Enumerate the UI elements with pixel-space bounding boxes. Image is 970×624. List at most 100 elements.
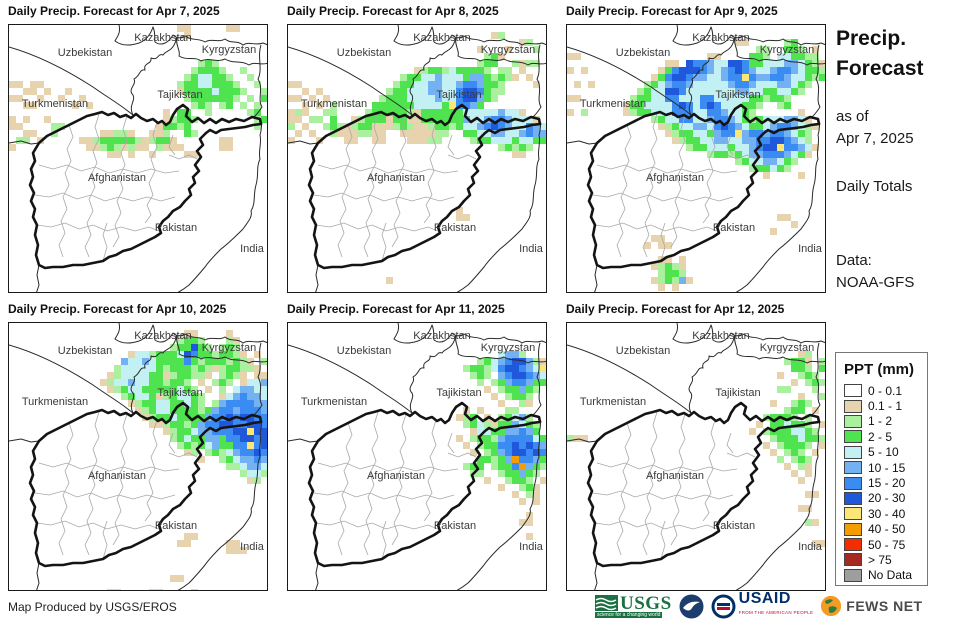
precip-cell: [533, 46, 540, 53]
precip-cell: [672, 123, 679, 130]
precip-cell: [519, 116, 526, 123]
precip-cell: [198, 379, 205, 386]
precip-cell: [812, 435, 819, 442]
precip-cell: [721, 151, 728, 158]
precip-cell: [519, 372, 526, 379]
precip-cell: [463, 81, 470, 88]
precip-cell: [777, 102, 784, 109]
precip-cell: [135, 365, 142, 372]
precip-cell: [512, 351, 519, 358]
afghanistan-border: [28, 401, 263, 568]
precip-cell: [372, 137, 379, 144]
precip-cell: [23, 102, 30, 109]
precip-cell: [226, 435, 233, 442]
precip-cell: [819, 421, 825, 428]
precip-cell: [226, 137, 233, 144]
precip-cell: [567, 67, 574, 74]
precip-cell: [505, 393, 512, 400]
precip-cell: [498, 428, 505, 435]
precip-cell: [226, 372, 233, 379]
precip-cell: [505, 74, 512, 81]
precip-cell: [700, 144, 707, 151]
precip-cell: [198, 81, 205, 88]
fews-net-logo-text: FEWS NET: [846, 598, 923, 614]
precip-cell: [491, 88, 498, 95]
precip-cell: [756, 46, 763, 53]
precip-cell: [226, 81, 233, 88]
map-credit: Map Produced by USGS/EROS: [8, 600, 177, 614]
precip-cell: [707, 123, 714, 130]
precip-cell: [254, 400, 261, 407]
province-border: [702, 121, 716, 224]
precip-cell: [184, 533, 191, 540]
province-border: [447, 452, 477, 458]
precip-cell: [491, 109, 498, 116]
precip-cell: [149, 421, 156, 428]
province-border: [616, 124, 632, 258]
precip-cell: [798, 81, 805, 88]
precip-cell: [784, 214, 791, 221]
precip-cell: [226, 414, 233, 421]
precip-cell: [240, 547, 247, 554]
precip-cell: [177, 123, 184, 130]
precip-cell: [512, 151, 519, 158]
precip-cell: [533, 123, 540, 130]
precip-cell: [798, 365, 805, 372]
country-border: [534, 420, 542, 484]
precip-cell: [254, 81, 261, 88]
precip-cell: [205, 442, 212, 449]
precip-cell: [226, 393, 233, 400]
precip-cell: [512, 109, 519, 116]
precip-cell: [240, 400, 247, 407]
precip-cell: [798, 428, 805, 435]
precip-cell: [505, 123, 512, 130]
precip-cell: [219, 386, 226, 393]
precip-cell: [505, 46, 512, 53]
country-border: [813, 420, 821, 484]
precip-cell: [770, 88, 777, 95]
precip-cell: [184, 435, 191, 442]
fews-globe-icon: [820, 595, 843, 617]
precip-cell: [470, 365, 477, 372]
precip-cell: [798, 477, 805, 484]
precip-cell: [163, 358, 170, 365]
precip-cell: [254, 435, 261, 442]
precip-cell: [665, 60, 672, 67]
country-label-turkmenistan: Turkmenistan: [301, 98, 367, 110]
precip-cell: [9, 123, 16, 130]
precip-cell: [491, 53, 498, 60]
precip-cell: [749, 428, 756, 435]
precip-cell: [456, 95, 463, 102]
precip-cell: [428, 81, 435, 88]
precip-cell: [226, 540, 233, 547]
precip-cell: [791, 53, 798, 60]
precip-cell: [302, 88, 309, 95]
country-label-india: India: [240, 243, 265, 255]
precip-cell: [142, 386, 149, 393]
precip-cell: [386, 109, 393, 116]
precip-cell: [658, 242, 665, 249]
country-label-uzbekistan: Uzbekistan: [616, 47, 670, 59]
precip-cell: [512, 358, 519, 365]
precip-cell: [247, 365, 254, 372]
precip-cell: [505, 407, 512, 414]
precip-cell: [247, 379, 254, 386]
precip-cell: [672, 137, 679, 144]
precip-cell: [463, 365, 470, 372]
precip-cell: [261, 88, 267, 95]
precip-cell: [163, 351, 170, 358]
legend-item: 0.1 - 1: [844, 398, 927, 413]
precip-cell: [456, 116, 463, 123]
precip-cell: [219, 435, 226, 442]
precip-cell: [142, 365, 149, 372]
precip-cell: [407, 95, 414, 102]
precip-cell: [798, 67, 805, 74]
precip-cell: [9, 116, 16, 123]
precip-cell: [205, 358, 212, 365]
precip-cell: [442, 81, 449, 88]
precip-cell: [791, 123, 798, 130]
precip-cell: [177, 337, 184, 344]
precip-cell: [512, 74, 519, 81]
precip-cell: [505, 144, 512, 151]
precip-cell: [414, 88, 421, 95]
